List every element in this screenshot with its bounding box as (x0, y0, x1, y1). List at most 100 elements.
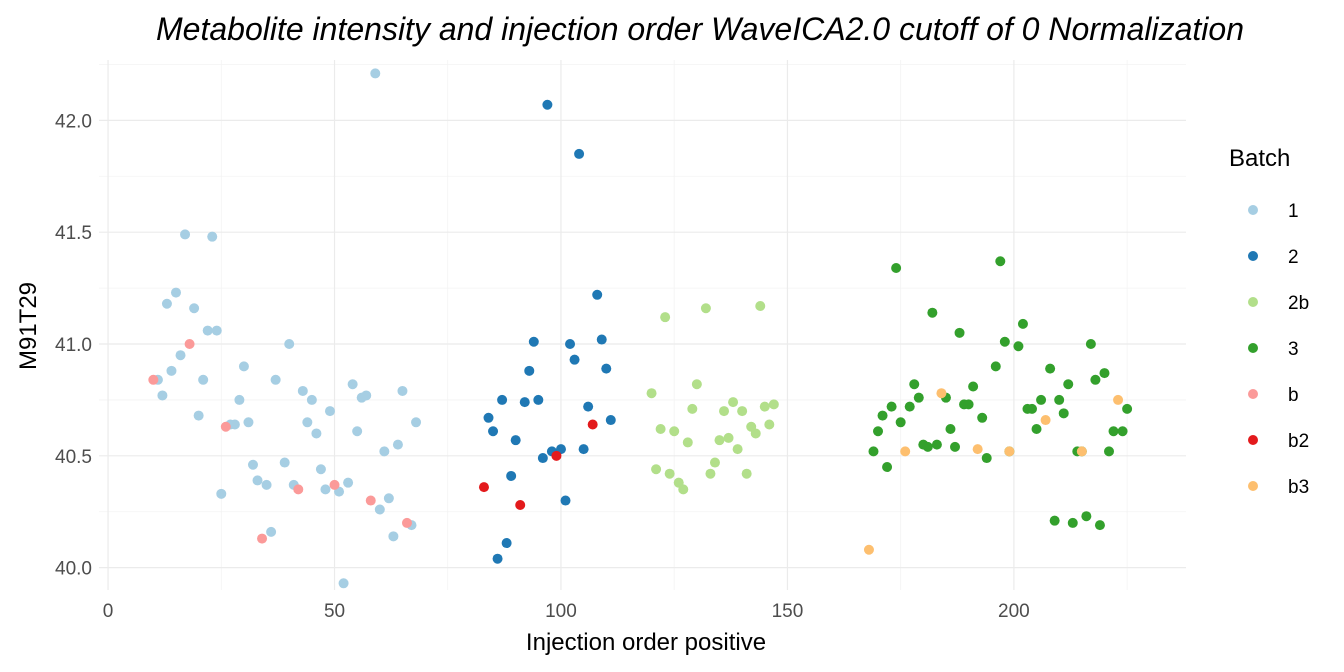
data-point-batch-b3 (900, 446, 911, 457)
data-point-batch-2b (678, 484, 689, 495)
data-point-batch-3 (877, 410, 888, 421)
data-point-batch-2b (682, 437, 693, 448)
data-point-batch-2 (569, 354, 580, 365)
x-tick-label: 0 (103, 601, 114, 622)
y-tick-label: 41.0 (55, 335, 92, 356)
x-tick-label: 100 (545, 601, 577, 622)
data-point-batch-2 (492, 553, 503, 564)
data-point-batch-3 (968, 381, 979, 392)
data-point-batch-2 (524, 365, 535, 376)
data-point-batch-2b (719, 406, 730, 417)
data-point-batch-2 (565, 339, 576, 350)
y-tick-label: 40.0 (55, 559, 92, 580)
data-point-batch-3 (882, 462, 893, 473)
data-point-batch-2 (528, 336, 539, 347)
data-point-batch-2b (750, 428, 761, 439)
data-point-batch-2 (601, 363, 612, 374)
data-point-batch-b3 (972, 444, 983, 455)
data-point-batch-2 (542, 99, 553, 110)
data-point-batch-2b (714, 435, 725, 446)
data-point-batch-b3 (1076, 446, 1087, 457)
data-point-batch-3 (1049, 515, 1060, 526)
data-point-batch-2 (519, 397, 530, 408)
data-point-batch-2b (741, 468, 752, 479)
legend-label-1: 1 (1288, 201, 1299, 222)
data-point-batch-2 (605, 415, 616, 426)
chart-title: Metabolite intensity and injection order… (156, 11, 1244, 47)
data-point-batch-1 (189, 303, 200, 314)
data-point-batch-b2 (551, 450, 562, 461)
data-point-batch-1 (352, 426, 363, 437)
legend-label-2b: 2b (1288, 293, 1309, 314)
data-point-batch-1 (383, 493, 394, 504)
data-point-batch-1 (306, 394, 317, 405)
data-point-batch-1 (343, 477, 354, 488)
data-point-batch-1 (166, 365, 177, 376)
data-point-batch-3 (1036, 394, 1047, 405)
data-point-batch-1 (315, 464, 326, 475)
data-point-batch-3 (1090, 374, 1101, 385)
data-point-batch-2b (700, 303, 711, 314)
y-axis-ticks: 40.0 40.5 41.0 41.5 42.0 (55, 111, 92, 579)
data-point-batch-3 (1017, 318, 1028, 329)
data-point-batch-b (329, 479, 340, 490)
data-point-batch-1 (157, 390, 168, 401)
data-point-batch-2b (723, 432, 734, 443)
data-point-batch-3 (1058, 408, 1069, 419)
data-point-batch-1 (247, 459, 258, 470)
x-axis-ticks: 0 50 100 150 200 (103, 601, 1030, 622)
data-point-batch-3 (1081, 511, 1092, 522)
data-point-batch-2 (501, 538, 512, 549)
data-point-batch-2b (728, 397, 739, 408)
data-point-batch-3 (1108, 426, 1119, 437)
data-point-batch-1 (243, 417, 254, 428)
data-point-batch-1 (238, 361, 249, 372)
data-point-batch-1 (361, 390, 372, 401)
data-point-batch-b (148, 374, 159, 385)
data-point-batch-1 (297, 385, 308, 396)
data-point-batch-1 (397, 385, 408, 396)
data-point-batch-1 (234, 394, 245, 405)
data-point-batch-1 (347, 379, 358, 390)
data-point-batch-2 (537, 453, 548, 464)
data-point-batch-3 (1085, 339, 1096, 350)
x-tick-label: 200 (998, 601, 1030, 622)
data-point-batch-2b (732, 444, 743, 455)
data-point-batch-3 (1045, 363, 1056, 374)
data-point-batch-2b (759, 401, 770, 412)
data-point-batch-1 (266, 526, 277, 537)
data-point-batch-1 (211, 325, 222, 336)
data-point-batch-2b (660, 312, 671, 323)
data-point-batch-2 (510, 435, 521, 446)
data-point-batch-2b (709, 457, 720, 468)
data-point-batch-2 (483, 412, 494, 423)
data-point-batch-3 (945, 423, 956, 434)
data-point-batch-2b (705, 468, 716, 479)
data-point-batch-3 (1013, 341, 1024, 352)
data-point-batch-1 (170, 287, 181, 298)
data-point-batch-3 (995, 256, 1006, 267)
data-point-batch-2b (646, 388, 657, 399)
data-point-batch-1 (180, 229, 191, 240)
data-point-batch-1 (374, 504, 385, 515)
data-point-batch-1 (411, 417, 422, 428)
data-point-batch-1 (270, 374, 281, 385)
data-point-batch-1 (379, 446, 390, 457)
data-point-batch-1 (279, 457, 290, 468)
data-point-batch-b2 (587, 419, 598, 430)
data-point-batch-b3 (863, 544, 874, 555)
data-point-batch-2 (497, 394, 508, 405)
data-point-batch-2b (651, 464, 662, 475)
data-point-batch-1 (338, 578, 349, 589)
legend-label-b2: b2 (1288, 431, 1309, 452)
legend-label-b: b (1288, 385, 1299, 406)
data-point-batch-b (184, 339, 195, 350)
y-tick-label: 40.5 (55, 447, 92, 468)
data-point-batch-3 (873, 426, 884, 437)
data-point-batch-2b (737, 406, 748, 417)
data-point-batch-3 (895, 417, 906, 428)
data-point-batch-3 (1122, 403, 1133, 414)
legend-key-3 (1248, 343, 1258, 353)
